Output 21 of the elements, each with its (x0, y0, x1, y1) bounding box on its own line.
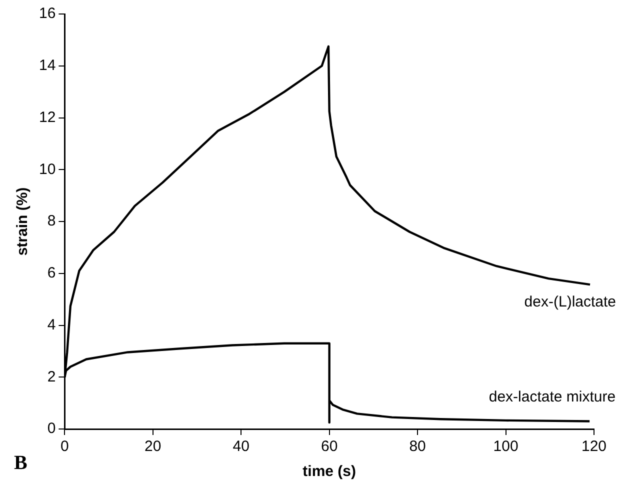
x-tick-label: 100 (493, 438, 518, 456)
y-tick-label: 0 (47, 420, 56, 438)
y-tick-label: 12 (38, 108, 56, 126)
y-tick-label: 8 (47, 212, 56, 230)
y-axis-title: strain (%) (14, 187, 32, 256)
y-tick-label: 14 (38, 57, 56, 74)
series-label: dex-lactate mixture (488, 388, 616, 406)
x-tick-label: 0 (60, 438, 69, 456)
y-tick-label: 2 (47, 368, 56, 386)
series-label: dex-(L)lactate (524, 294, 616, 311)
x-tick-label: 20 (144, 438, 162, 456)
y-tick-label: 16 (38, 5, 56, 22)
y-tick-label: 6 (47, 264, 56, 282)
y-tick-label: 4 (47, 316, 56, 334)
x-tick-label: 80 (409, 438, 426, 456)
text: B (14, 452, 28, 475)
x-tick-label: 120 (581, 438, 607, 456)
x-tick-label: 40 (232, 438, 250, 456)
y-tick-label: 10 (38, 160, 56, 178)
x-tick-label: 60 (321, 438, 338, 456)
x-axis-title: time (s) (302, 463, 356, 480)
